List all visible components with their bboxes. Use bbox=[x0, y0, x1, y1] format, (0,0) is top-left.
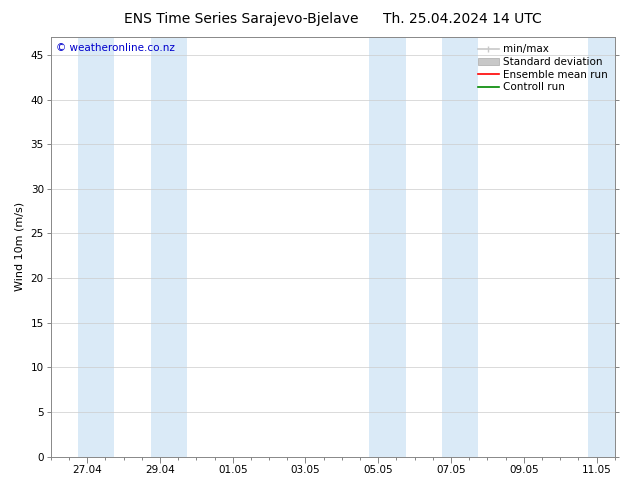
Bar bbox=[151, 37, 187, 457]
Text: Th. 25.04.2024 14 UTC: Th. 25.04.2024 14 UTC bbox=[384, 12, 542, 26]
Text: ENS Time Series Sarajevo-Bjelave: ENS Time Series Sarajevo-Bjelave bbox=[124, 12, 358, 26]
Bar bbox=[588, 37, 615, 457]
Y-axis label: Wind 10m (m/s): Wind 10m (m/s) bbox=[15, 202, 25, 292]
Bar bbox=[442, 37, 479, 457]
Bar bbox=[78, 37, 114, 457]
Legend: min/max, Standard deviation, Ensemble mean run, Controll run: min/max, Standard deviation, Ensemble me… bbox=[476, 42, 610, 94]
Bar bbox=[369, 37, 406, 457]
Text: © weatheronline.co.nz: © weatheronline.co.nz bbox=[56, 43, 175, 53]
